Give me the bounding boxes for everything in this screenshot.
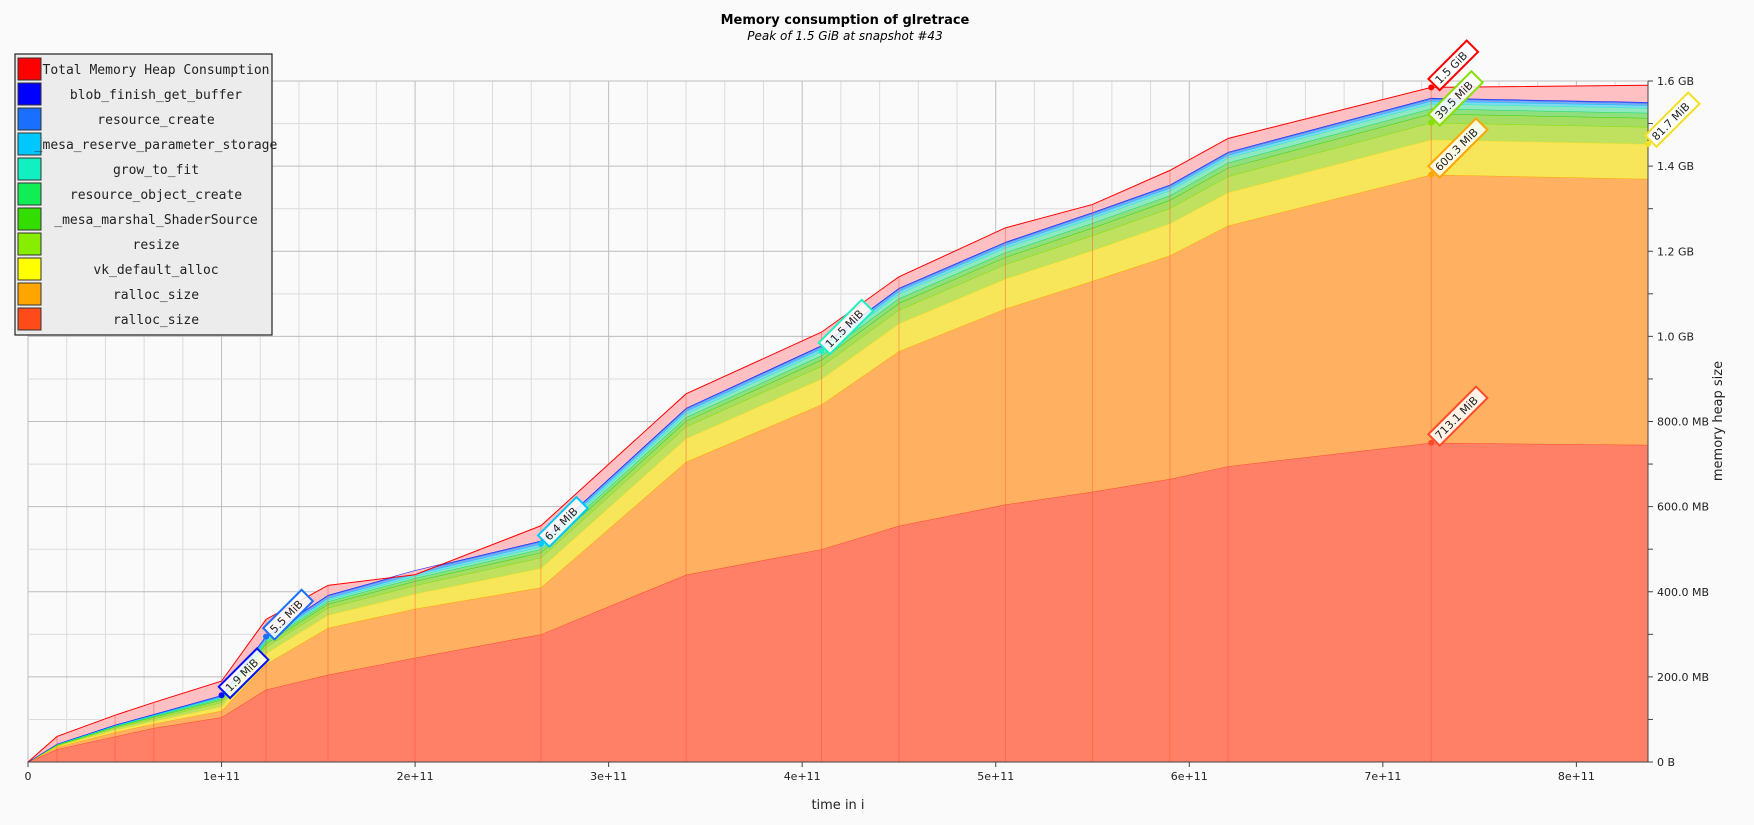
legend-swatch (17, 82, 42, 106)
legend-swatch (17, 307, 42, 331)
total-line (27, 84, 1649, 763)
y-axis-title: memory heap size (1711, 361, 1726, 481)
x-tick-label: 3e+11 (590, 770, 627, 783)
annotation-box (1426, 385, 1489, 448)
y-tick-label: 200.0 MB (1657, 671, 1709, 684)
y-tick-label: 0 B (1657, 756, 1675, 769)
series-area-1 (28, 174, 1648, 762)
x-tick-label: 7e+11 (1364, 770, 1401, 783)
legend-label: blob_finish_get_buffer (70, 88, 242, 103)
legend-label: ralloc_size (113, 288, 199, 303)
x-tick-label: 8e+11 (1558, 770, 1595, 783)
annotation-box (217, 646, 270, 700)
chart-title: Memory consumption of glretrace (721, 13, 970, 28)
annotation-marker (1428, 171, 1435, 178)
legend-label: resource_object_create (70, 188, 242, 203)
chart-subtitle: Peak of 1.5 GiB at snapshot #43 (747, 29, 942, 43)
x-tick-label: 1e+11 (203, 770, 240, 783)
legend: Total Memory Heap Consumption blob_finish… (14, 53, 278, 336)
stacked-areas (27, 84, 1649, 763)
legend-label: resize (133, 238, 180, 253)
annotation-marker (1428, 439, 1435, 446)
x-tick-label: 2e+11 (397, 770, 434, 783)
y-tick-label: 1.6 GB (1657, 75, 1694, 88)
y-tick-label: 1.2 GB (1657, 245, 1694, 258)
annotation-box (1426, 39, 1480, 92)
legend-swatch (17, 107, 42, 131)
annotation-marker (1428, 84, 1435, 91)
legend-swatch (17, 207, 42, 231)
axes: 0 1e+11 2e+11 3e+11 4e+11 5e+11 6e+11 7e+11 8e+1… (25, 75, 1710, 783)
annotation-box (817, 298, 875, 356)
legend-swatch (17, 282, 42, 306)
legend-label: Total Memory Heap Consumption (43, 63, 270, 78)
legend-label: ralloc_size (113, 313, 199, 328)
total-area (28, 85, 1648, 763)
annotation-marker (537, 540, 544, 547)
series-area-0 (28, 442, 1648, 762)
annotation-box (261, 588, 315, 641)
x-tick-label: 4e+11 (784, 770, 821, 783)
y-tick-label: 1.0 GB (1657, 330, 1694, 343)
x-tick-label: 6e+11 (1171, 770, 1208, 783)
annotation-box (536, 495, 590, 549)
legend-swatch (17, 132, 42, 156)
legend-box (14, 53, 273, 336)
legend-label: grow_to_fit (113, 163, 199, 178)
annotation-marker (818, 348, 825, 355)
y-tick-label: 600.0 MB (1657, 501, 1709, 514)
x-tick-label: 0 (25, 770, 32, 783)
y-tick-label: 800.0 MB (1657, 416, 1709, 429)
annotation-label: 81.7 MiB (1643, 91, 1701, 149)
annotation-marker (263, 633, 270, 640)
annotation-box (1426, 69, 1485, 127)
annotation-text: 81.7 MiB (1649, 100, 1692, 143)
legend-swatch (17, 257, 42, 281)
annotation-box (1643, 91, 1701, 149)
legend-label: resource_create (97, 113, 215, 128)
annotation-marker (1645, 140, 1651, 147)
legend-label: _mesa_marshal_ShaderSource (54, 213, 258, 228)
legend-label: vk_default_alloc (93, 263, 218, 278)
annotation-marker (1428, 119, 1435, 126)
legend-swatch (17, 182, 42, 206)
legend-swatch (17, 57, 42, 81)
annotation-marker (218, 692, 225, 699)
x-axis-title: time in i (811, 798, 864, 813)
x-tick-label: 5e+11 (977, 770, 1014, 783)
y-tick-label: 400.0 MB (1657, 586, 1709, 599)
y-tick-label: 1.4 GB (1657, 160, 1694, 173)
legend-label: _mesa_reserve_parameter_storage (35, 138, 278, 153)
annotation-box (1426, 117, 1489, 179)
legend-swatch (17, 232, 42, 256)
legend-swatch (17, 157, 42, 181)
